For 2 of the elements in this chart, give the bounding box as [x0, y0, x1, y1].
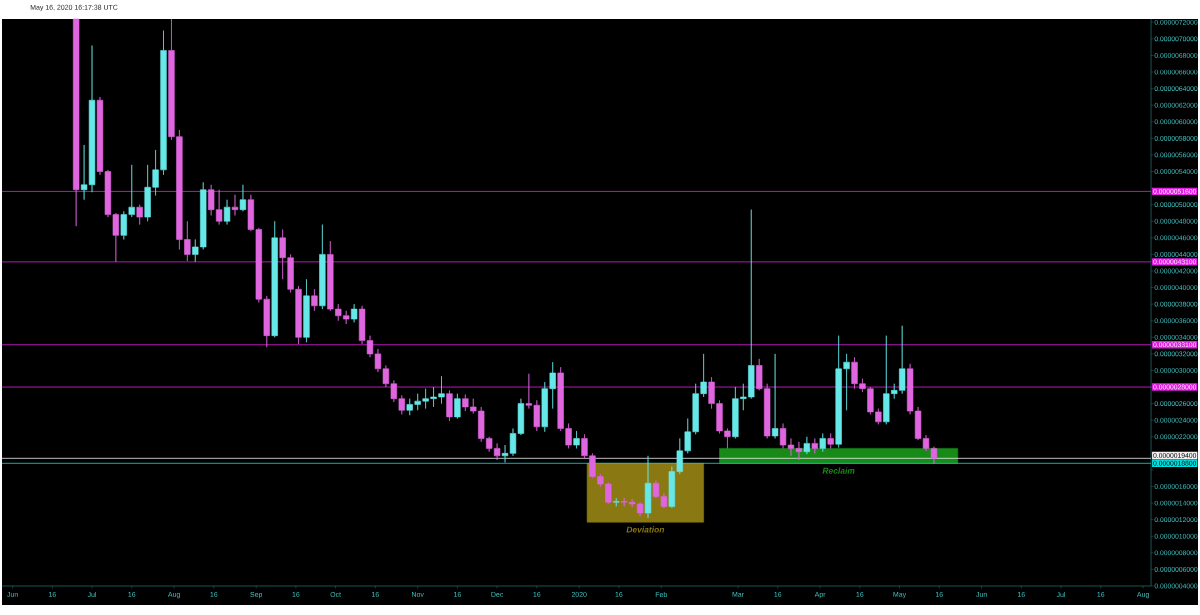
legend-label: Deviation [626, 526, 665, 533]
legend-label: Reclaim [822, 467, 855, 474]
